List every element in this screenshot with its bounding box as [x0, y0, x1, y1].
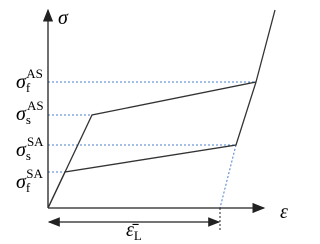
stress-sup: SA: [27, 134, 44, 149]
stress-sup: SA: [26, 166, 43, 181]
stress-label: σsSA: [16, 134, 44, 163]
unloading-path: [47, 81, 257, 209]
loading-path: [47, 9, 276, 209]
stress-sub: s: [26, 148, 31, 163]
stress-sub: f: [26, 80, 31, 95]
stress-symbol: σ: [16, 171, 27, 193]
stress-label: σfSA: [16, 166, 43, 195]
stress-symbol: σ: [16, 71, 27, 93]
guide-lines: [48, 81, 256, 209]
stress-sub: f: [26, 180, 31, 195]
stress-sup: AS: [26, 66, 43, 81]
x-axis-label: ε: [280, 201, 288, 223]
stress-sup: AS: [27, 98, 44, 113]
stress-label: σsAS: [16, 98, 44, 127]
stress-symbol: σ: [16, 103, 27, 125]
strain-sub: L: [134, 228, 142, 243]
stress-symbol: σ: [16, 139, 27, 161]
stress-label: σfAS: [16, 66, 43, 95]
stress-sub: s: [26, 112, 31, 127]
y-axis-label: σ: [58, 7, 69, 29]
